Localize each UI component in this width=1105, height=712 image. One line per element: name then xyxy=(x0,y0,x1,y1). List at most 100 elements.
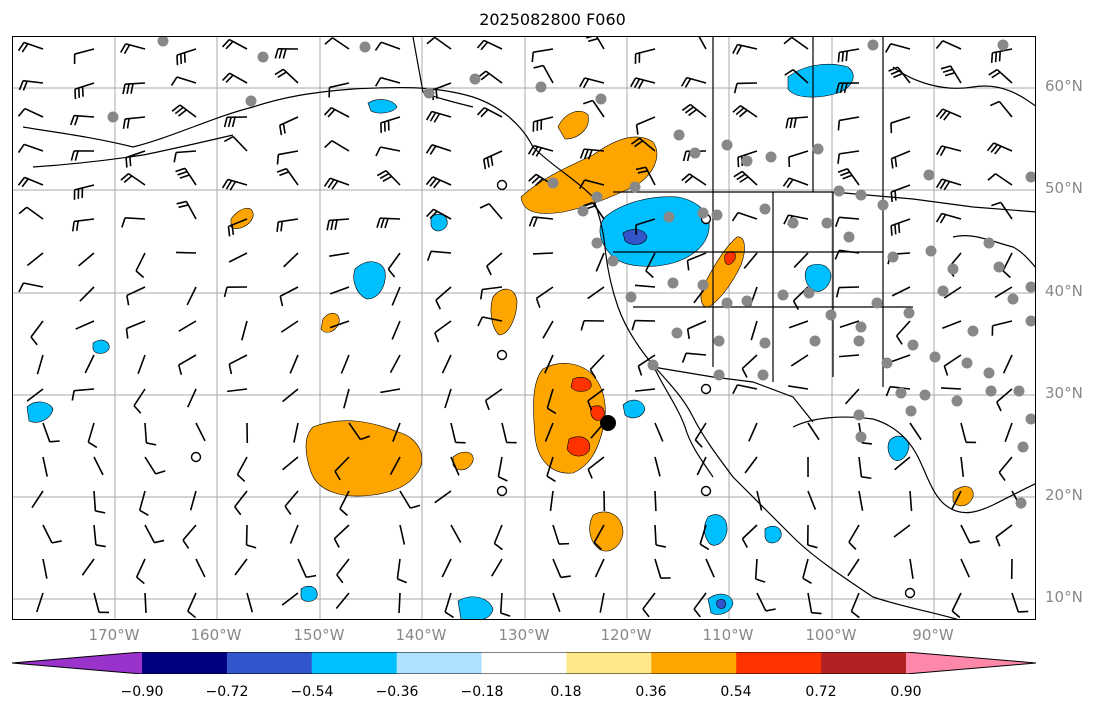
wind-barb-icon xyxy=(444,592,455,619)
wind-barb-icon xyxy=(909,558,914,579)
wind-barb-icon xyxy=(144,422,157,446)
wind-barb-icon xyxy=(497,456,508,482)
contour-positive-pnw xyxy=(520,136,658,214)
wind-barb-icon xyxy=(895,320,911,345)
wind-barb-icon xyxy=(943,286,962,299)
wind-barb-icon xyxy=(654,558,671,579)
wind-barb-icon xyxy=(732,43,758,55)
station-dot-icon xyxy=(759,203,771,215)
contour-negative-south-2 xyxy=(457,596,494,619)
station-dot-icon xyxy=(833,185,845,197)
wind-barb-icon xyxy=(806,524,818,549)
wind-barb-icon xyxy=(441,558,452,578)
wind-barb-icon xyxy=(125,320,146,339)
map-panel[interactable] xyxy=(12,36,1036,620)
wind-barb-icon xyxy=(398,592,401,614)
station-dot-icon xyxy=(951,395,963,407)
wind-barb-icon xyxy=(122,116,146,129)
wind-barb-icon xyxy=(126,286,146,306)
wind-barb-icon xyxy=(35,592,44,613)
station-dot-icon xyxy=(1025,281,1035,293)
station-dot-icon xyxy=(721,139,733,151)
hudson-bay-coast xyxy=(892,66,1035,107)
great-lakes-coast xyxy=(952,235,1035,268)
station-dot-icon xyxy=(257,51,269,63)
wind-barb-icon xyxy=(187,592,197,619)
wind-barb-icon xyxy=(532,252,554,255)
wind-barb-icon xyxy=(71,388,95,401)
wind-barb-icon xyxy=(336,558,350,584)
wind-barb-icon xyxy=(425,110,452,123)
wind-barb-icon xyxy=(74,82,95,100)
wind-barb-icon xyxy=(93,524,106,548)
station-dot-icon xyxy=(871,297,883,309)
wind-barb-icon xyxy=(289,524,299,544)
wind-barb-icon xyxy=(579,77,605,89)
wind-barb-icon xyxy=(348,422,371,441)
wind-barb-icon xyxy=(750,320,758,341)
contour-negative-baja xyxy=(622,399,646,419)
wind-barb-icon xyxy=(890,184,911,202)
station-dot-icon xyxy=(825,309,837,321)
station-dot-icon xyxy=(895,387,907,399)
wind-barb-icon xyxy=(891,286,911,297)
wind-barb-icon xyxy=(884,43,911,53)
station-dot-icon xyxy=(967,325,979,337)
wind-barbs xyxy=(17,37,1029,619)
station-dot-icon xyxy=(741,155,753,167)
station-dot-icon xyxy=(663,211,675,223)
colorbar-tick-label: −0.90 xyxy=(120,684,164,700)
wind-barb-icon xyxy=(960,422,977,444)
wind-barb-icon xyxy=(909,422,922,441)
wind-barb-icon xyxy=(783,37,809,50)
wind-barb-icon xyxy=(477,316,503,327)
wind-barb-icon xyxy=(996,388,1013,412)
wind-barb-icon xyxy=(890,354,911,363)
colorbar-segment xyxy=(651,652,737,674)
wind-barb-icon xyxy=(579,148,605,160)
wind-barb-icon xyxy=(788,320,809,329)
wind-barb-icon xyxy=(1004,422,1013,443)
wind-barb-icon xyxy=(245,524,257,549)
alaska-coast xyxy=(22,86,594,198)
calm-circle-icon xyxy=(190,451,202,463)
wind-barb-icon xyxy=(70,114,95,126)
lon-label-120w: 120°W xyxy=(600,626,652,644)
wind-barb-icon xyxy=(334,456,350,481)
station-dot-icon xyxy=(591,237,603,249)
wind-barb-icon xyxy=(42,524,62,544)
wind-barb-icon xyxy=(391,286,401,306)
wind-barb-icon xyxy=(839,320,860,329)
wind-barb-icon xyxy=(589,354,605,379)
wind-barb-icon xyxy=(637,354,656,376)
colorbar-segment xyxy=(481,652,567,674)
wind-barb-icon xyxy=(807,592,822,615)
station-dot-icon xyxy=(535,81,547,93)
wind-barb-icon xyxy=(137,354,146,375)
wind-barb-icon xyxy=(425,176,452,189)
wind-barb-icon xyxy=(549,490,554,511)
lat-label-10n: 10°N xyxy=(1045,588,1083,606)
wind-barb-icon xyxy=(389,354,401,373)
station-dot-icon xyxy=(983,237,995,249)
contour-positive-west-2 xyxy=(320,312,340,333)
contour-negative-hawaii-west xyxy=(26,401,54,423)
wind-barb-icon xyxy=(587,388,605,411)
wind-barb-icon xyxy=(733,82,758,94)
wind-barb-icon xyxy=(450,422,466,444)
wind-barb-icon xyxy=(986,142,1013,155)
wind-barb-icon xyxy=(324,139,350,152)
wind-barb-icon xyxy=(441,354,452,374)
wind-barb-icon xyxy=(837,167,860,186)
colorbar-tick-label: −0.72 xyxy=(205,684,249,700)
map-canvas xyxy=(13,37,1035,619)
wind-barb-icon xyxy=(293,422,299,443)
wind-barb-icon xyxy=(681,173,707,186)
wind-barb-icon xyxy=(527,144,554,157)
station-dot-icon xyxy=(923,169,935,181)
colorbar-tick-label: 0.18 xyxy=(550,684,582,700)
wind-barb-icon xyxy=(793,252,809,268)
station-dot-icon xyxy=(595,93,607,105)
wind-barb-icon xyxy=(335,592,350,609)
station-dot-icon xyxy=(713,369,725,381)
